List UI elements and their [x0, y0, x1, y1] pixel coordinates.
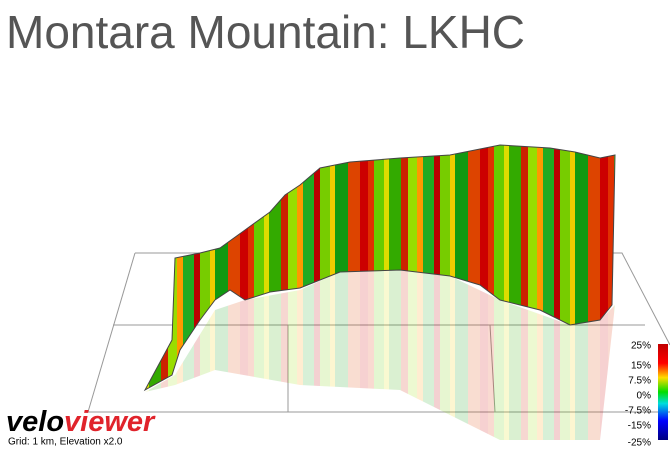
- colorbar: [658, 344, 668, 440]
- profile-reflection: [145, 270, 615, 440]
- legend-tick: 7.5%: [628, 376, 651, 387]
- legend-tick: 15%: [631, 361, 651, 372]
- caption: Grid: 1 km, Elevation x2.0: [8, 437, 123, 448]
- legend-tick: 25%: [631, 341, 651, 352]
- title: Montara Mountain: LKHC: [6, 6, 525, 58]
- logo-part: viewer: [64, 406, 156, 438]
- legend-tick: 0%: [637, 391, 652, 402]
- legend-tick: -25%: [628, 438, 651, 449]
- logo-part: velo: [6, 406, 64, 438]
- legend-tick: -7.5%: [625, 406, 651, 417]
- profile-wall: [143, 144, 616, 392]
- logo: veloviewer: [6, 406, 156, 438]
- legend-tick: -15%: [628, 421, 651, 432]
